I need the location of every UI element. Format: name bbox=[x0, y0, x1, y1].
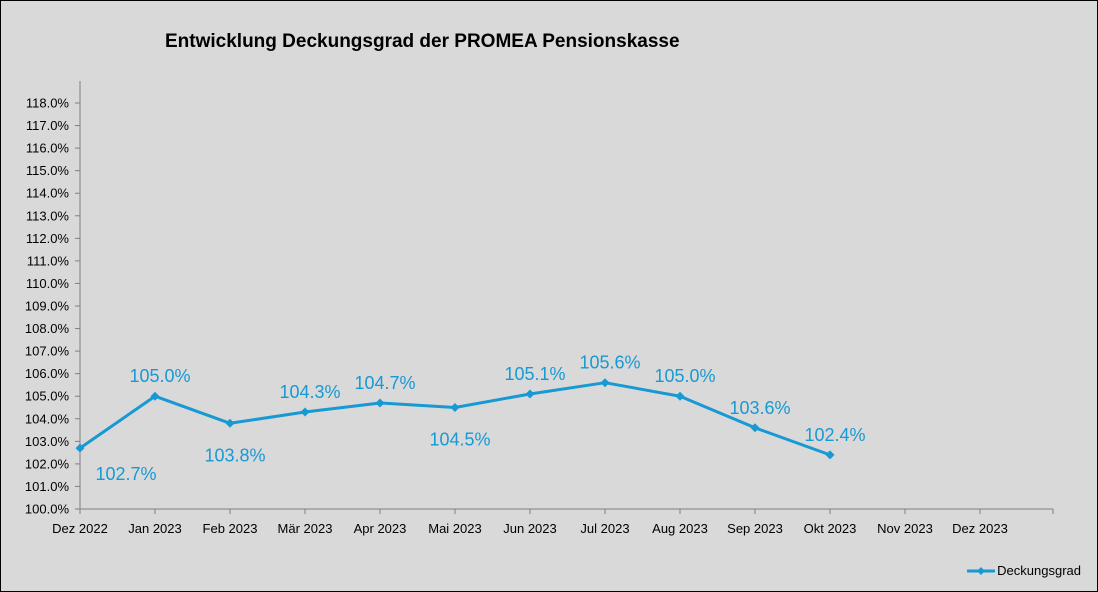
y-tick-label: 110.0% bbox=[26, 276, 70, 291]
data-label: 104.7% bbox=[354, 373, 415, 393]
x-axis-ticks: Dez 2022 Jan 2023 Feb 2023 Mär 2023 Apr 2023… bbox=[52, 509, 1054, 536]
data-point bbox=[225, 418, 235, 428]
x-tick-label: Aug 2023 bbox=[652, 521, 708, 536]
y-tick-label: 109.0% bbox=[25, 299, 70, 314]
x-tick-label: Apr 2023 bbox=[354, 521, 407, 536]
data-point bbox=[825, 450, 835, 460]
x-tick-label: Jan 2023 bbox=[128, 521, 182, 536]
x-tick-label: Jul 2023 bbox=[580, 521, 629, 536]
y-tick-label: 103.0% bbox=[25, 434, 70, 449]
legend-label: Deckungsgrad bbox=[997, 563, 1081, 578]
y-tick-label: 117.0% bbox=[26, 118, 70, 133]
data-point bbox=[750, 423, 760, 433]
data-label: 105.1% bbox=[504, 364, 565, 384]
legend: Deckungsgrad bbox=[967, 563, 1081, 578]
data-label: 103.6% bbox=[729, 398, 790, 418]
data-label: 104.5% bbox=[429, 430, 490, 450]
legend-marker-icon bbox=[967, 566, 996, 575]
axes bbox=[79, 81, 1053, 510]
y-tick-label: 102.0% bbox=[25, 456, 70, 471]
data-label: 104.3% bbox=[279, 382, 340, 402]
x-tick-label: Dez 2023 bbox=[952, 521, 1008, 536]
data-point bbox=[675, 391, 685, 401]
x-tick-label: Sep 2023 bbox=[727, 521, 783, 536]
data-label: 102.4% bbox=[804, 425, 865, 445]
x-tick-label: Mär 2023 bbox=[278, 521, 333, 536]
x-tick-label: Okt 2023 bbox=[804, 521, 857, 536]
y-tick-label: 101.0% bbox=[25, 479, 70, 494]
x-tick-label: Feb 2023 bbox=[203, 521, 258, 536]
y-tick-label: 114.0% bbox=[26, 186, 70, 201]
x-tick-label: Nov 2023 bbox=[877, 521, 933, 536]
y-tick-label: 106.0% bbox=[25, 366, 70, 381]
data-label: 105.0% bbox=[129, 366, 190, 386]
data-point bbox=[75, 443, 85, 453]
x-tick-label: Mai 2023 bbox=[428, 521, 481, 536]
data-labels: 102.7% 105.0% 103.8% 104.3% 104.7% 104.5% 105.… bbox=[95, 353, 865, 484]
y-axis-ticks: 100.0% 101.0% 102.0% 103.0% 104.0% 105.0% 106.… bbox=[25, 96, 80, 517]
data-point bbox=[300, 407, 310, 417]
y-tick-label: 112.0% bbox=[26, 231, 70, 246]
y-tick-label: 108.0% bbox=[25, 321, 70, 336]
y-tick-label: 111.0% bbox=[27, 253, 70, 268]
y-tick-label: 115.0% bbox=[26, 163, 70, 178]
data-label: 105.6% bbox=[579, 353, 640, 373]
x-tick-label: Jun 2023 bbox=[503, 521, 557, 536]
y-tick-label: 116.0% bbox=[26, 141, 70, 156]
y-tick-label: 105.0% bbox=[25, 389, 70, 404]
data-point bbox=[375, 398, 385, 408]
data-point bbox=[450, 403, 460, 412]
data-point bbox=[150, 391, 160, 401]
y-tick-label: 113.0% bbox=[26, 208, 70, 223]
data-point bbox=[525, 389, 535, 399]
y-tick-label: 107.0% bbox=[25, 344, 70, 359]
data-label: 102.7% bbox=[95, 464, 156, 484]
data-point bbox=[600, 378, 610, 388]
y-tick-label: 118.0% bbox=[26, 96, 70, 111]
data-label: 105.0% bbox=[654, 366, 715, 386]
y-tick-label: 104.0% bbox=[25, 411, 70, 426]
x-tick-label: Dez 2022 bbox=[52, 521, 108, 536]
y-tick-label: 100.0% bbox=[25, 502, 70, 517]
chart-title: Entwicklung Deckungsgrad der PROMEA Pens… bbox=[165, 31, 680, 52]
series bbox=[75, 378, 835, 460]
data-label: 103.8% bbox=[204, 445, 265, 465]
